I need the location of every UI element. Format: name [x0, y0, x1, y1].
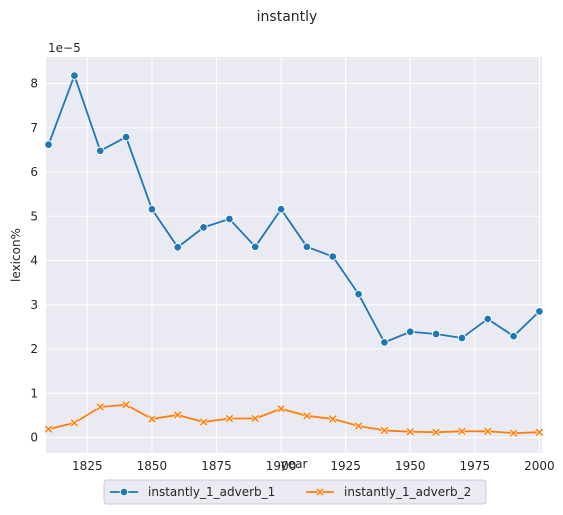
data-point	[431, 329, 441, 339]
y-tick-label: 0	[30, 431, 38, 445]
plot-area	[46, 57, 542, 453]
data-point	[302, 411, 312, 421]
data-point	[276, 404, 286, 414]
data-point	[250, 414, 260, 423]
data-point	[354, 421, 363, 431]
x-tick-label: 1925	[330, 459, 361, 473]
x-tick-label: 1850	[137, 459, 168, 473]
data-point	[250, 242, 260, 252]
data-point	[121, 132, 131, 142]
y-tick-label: 1	[30, 386, 38, 400]
legend-box	[103, 479, 487, 505]
y-offset-label: 1e−5	[48, 41, 81, 55]
data-point	[380, 426, 389, 435]
data-point	[95, 146, 105, 156]
grid	[46, 57, 542, 453]
x-tick-label: 2000	[524, 459, 555, 473]
data-point	[509, 428, 518, 438]
data-point	[457, 427, 467, 436]
series-layer	[44, 71, 544, 438]
legend-marker	[119, 487, 129, 497]
y-tick-label: 7	[30, 121, 38, 135]
x-tick-label: 1950	[395, 459, 426, 473]
y-tick-label: 2	[30, 342, 38, 356]
data-point	[302, 242, 312, 252]
y-tick-label: 6	[30, 165, 38, 179]
x-tick-label: 1875	[201, 459, 232, 473]
data-point	[405, 427, 415, 437]
data-point	[95, 402, 105, 412]
x-axis-label: year	[281, 457, 308, 471]
data-point	[147, 414, 157, 424]
data-point	[328, 252, 338, 261]
y-tick-label: 5	[30, 209, 38, 223]
data-point	[173, 243, 182, 252]
data-point	[147, 204, 157, 214]
legend: instantly_1_adverb_1 instantly_1_adverb_2	[103, 479, 487, 505]
data-point	[431, 427, 441, 437]
legend-label: instantly_1_adverb_1	[148, 485, 275, 499]
data-point	[483, 427, 493, 436]
x-axis-ticks: 1825 1850 1875 1900 1925 1950 1975 2000	[72, 459, 555, 473]
data-point	[225, 214, 234, 224]
data-point	[535, 307, 544, 316]
data-point	[44, 140, 53, 149]
data-point	[70, 71, 79, 80]
legend-item: instantly_1_adverb_1	[110, 485, 275, 499]
data-point	[199, 417, 208, 427]
data-point	[44, 424, 53, 434]
y-axis-ticks: 0 1 2 3 4 5 6 7 8	[30, 77, 38, 445]
legend-marker	[315, 487, 325, 497]
data-point	[225, 414, 234, 423]
data-point	[199, 223, 208, 232]
data-point	[457, 333, 467, 343]
data-point	[173, 410, 183, 420]
series-line	[47, 74, 541, 344]
y-tick-label: 3	[30, 298, 38, 312]
data-point	[354, 289, 363, 299]
data-point	[70, 418, 79, 428]
series-1	[44, 71, 544, 347]
x-tick-label: 1900	[266, 459, 297, 473]
y-tick-label: 4	[30, 254, 38, 268]
data-point	[328, 414, 338, 424]
data-point	[406, 327, 415, 337]
x-tick-label: 1975	[460, 459, 491, 473]
legend-item: instantly_1_adverb_2	[306, 485, 471, 499]
series-line	[48, 403, 540, 434]
data-point	[380, 338, 389, 347]
chart-title: instantly	[257, 9, 318, 25]
data-point	[121, 400, 131, 410]
data-point	[535, 427, 544, 437]
data-point	[483, 314, 493, 324]
y-axis-label: lexicon%	[9, 228, 23, 282]
data-point	[509, 331, 518, 341]
legend-label: instantly_1_adverb_2	[344, 485, 471, 499]
series-2	[44, 400, 544, 438]
y-tick-label: 8	[30, 77, 38, 91]
data-point	[276, 204, 286, 214]
x-tick-label: 1825	[72, 459, 103, 473]
